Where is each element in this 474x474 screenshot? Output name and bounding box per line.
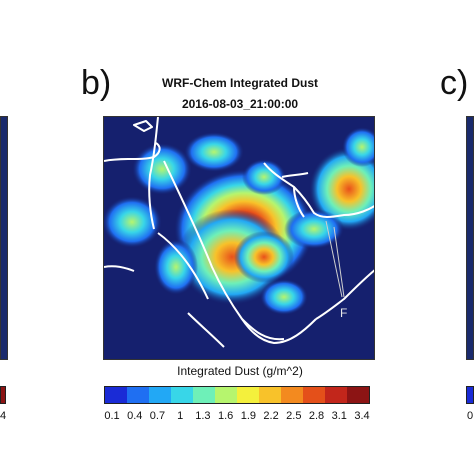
colorbar-tick-label: 2.8 — [308, 410, 325, 422]
dust-plumes — [104, 127, 374, 315]
right-panel-colorbar-edge — [466, 386, 474, 404]
panel-b-label: b) — [81, 64, 112, 102]
colorbar-tick-label: 2.5 — [286, 410, 302, 422]
chart-title: WRF-Chem Integrated Dust — [162, 76, 318, 90]
chart-timestamp: 2016-08-03_21:00:00 — [181, 97, 299, 111]
right-panel-tick: 0 — [467, 410, 474, 422]
coastlines — [104, 117, 374, 348]
colorbar-label: Integrated Dust (g/m^2) — [177, 364, 303, 378]
colorbar-segment — [237, 387, 259, 403]
annotation-f-lines — [325, 220, 345, 298]
left-panel-map-edge — [0, 116, 8, 360]
colorbar-segment — [347, 387, 369, 403]
colorbar-segment — [325, 387, 347, 403]
colorbar-segment — [215, 387, 237, 403]
colorbar-segment — [303, 387, 325, 403]
left-panel-colorbar-edge — [0, 386, 6, 404]
dust-map: F — [103, 116, 375, 360]
colorbar-tick-label: 1 — [177, 410, 184, 422]
colorbar-segment — [193, 387, 215, 403]
colorbar-segment — [127, 387, 149, 403]
colorbar-segment — [259, 387, 281, 403]
colorbar-tick-label: 2.2 — [263, 410, 279, 422]
colorbar-tick-label: 1.6 — [217, 410, 234, 422]
map-annotation-f: F — [340, 306, 347, 320]
colorbar-segment — [171, 387, 193, 403]
dust-map-svg: F — [104, 117, 374, 359]
colorbar-segment — [105, 387, 127, 403]
left-panel-tick: 4 — [0, 410, 7, 422]
colorbar-tick-label: 3.4 — [354, 410, 370, 422]
colorbar-tick-label: 1.3 — [195, 410, 211, 422]
right-panel-map-edge — [466, 116, 474, 360]
colorbar-segment — [281, 387, 303, 403]
colorbar-segment — [149, 387, 171, 403]
panel-c-label: c) — [440, 64, 469, 102]
colorbar-tick-label: 1.9 — [240, 410, 257, 422]
colorbar — [104, 386, 370, 404]
colorbar-tick-label: 0.1 — [104, 410, 120, 422]
colorbar-tick-label: 0.4 — [127, 410, 143, 422]
colorbar-tick-label: 3.1 — [331, 410, 347, 422]
colorbar-tick-label: 0.7 — [149, 410, 166, 422]
